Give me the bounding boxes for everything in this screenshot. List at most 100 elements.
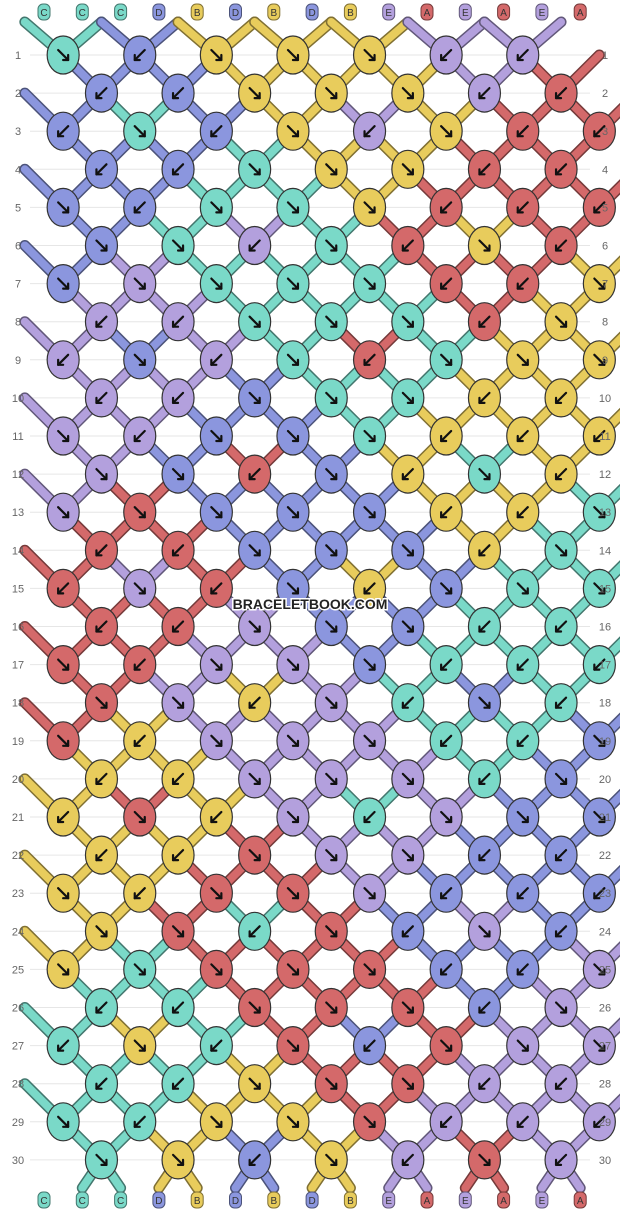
knot — [161, 759, 195, 799]
row-number-left: 3 — [15, 126, 21, 138]
row-number-right: 30 — [599, 1155, 611, 1167]
knot — [238, 835, 272, 875]
arrow-head-icon — [100, 473, 108, 481]
row-number-right: 29 — [599, 1117, 611, 1129]
knot — [582, 264, 616, 304]
string-label-text: B — [347, 8, 354, 19]
knot — [46, 949, 80, 990]
row-number-right: 11 — [599, 431, 610, 443]
arrow-head-icon — [478, 91, 486, 100]
arrow-head-icon — [253, 396, 261, 404]
arrow-down-right-icon — [325, 925, 338, 938]
arrow-down-right-icon — [363, 277, 376, 290]
knot — [391, 683, 425, 723]
arrow-down-right-icon — [57, 277, 70, 290]
row-number-left: 23 — [12, 888, 24, 900]
arrow-down-right-icon — [440, 810, 453, 824]
knot — [123, 416, 157, 456]
arrow-down-right-icon — [133, 1039, 146, 1052]
knot — [467, 606, 502, 647]
arrow-head-icon — [133, 663, 141, 671]
arrow-down-left-icon — [440, 506, 453, 519]
arrow-down-left-icon — [401, 925, 414, 938]
knot — [276, 264, 310, 304]
arrow-head-icon — [171, 625, 180, 633]
arrow-down-right-icon — [363, 887, 376, 900]
knot — [467, 378, 502, 418]
knot — [238, 606, 272, 647]
knot — [506, 873, 540, 913]
row-number-right: 2 — [602, 88, 608, 100]
arrow-down-left-icon — [593, 887, 606, 900]
string-label-chip — [305, 3, 319, 21]
arrow-head-icon — [248, 473, 256, 481]
bottom-string-label: B — [190, 1191, 204, 1209]
arrow-head-icon — [445, 1044, 453, 1052]
arrow-down-right-icon — [286, 734, 300, 747]
arrow-down-left-icon — [478, 1001, 491, 1014]
knot — [123, 797, 157, 837]
bottom-string-label: C — [114, 1191, 128, 1209]
row-number-right: 5 — [602, 202, 608, 214]
arrow-down-right-icon — [325, 696, 338, 709]
arrow-head-icon — [554, 930, 563, 938]
row-number-left: 17 — [12, 660, 24, 672]
arrow-down-right-icon — [286, 1115, 300, 1128]
knot — [123, 492, 157, 532]
arrow-head-icon — [291, 1120, 300, 1128]
top-string-label: C — [75, 3, 89, 21]
knot — [391, 835, 425, 875]
arrow-head-icon — [483, 473, 491, 481]
arrow-down-right-icon — [363, 506, 376, 519]
arrow-down-left-icon — [554, 468, 568, 481]
arrow-head-icon — [171, 853, 180, 862]
row-number-right: 8 — [602, 317, 608, 329]
arrow-head-icon — [291, 511, 300, 519]
bottom-string-label: D — [229, 1191, 242, 1209]
string-label-chip — [75, 1191, 89, 1209]
knot — [276, 416, 310, 456]
knot — [582, 492, 616, 532]
knot — [582, 340, 616, 380]
knot — [506, 721, 540, 761]
arrow-head-icon — [554, 168, 563, 176]
row-number-right: 6 — [602, 241, 608, 253]
arrow-head-icon — [210, 130, 218, 138]
knot — [544, 454, 578, 494]
arrow-down-left-icon — [401, 239, 414, 252]
arrow-down-right-icon — [95, 696, 108, 709]
arrow-down-left-icon — [516, 1115, 529, 1128]
knot — [84, 73, 119, 113]
arrow-head-icon — [138, 358, 146, 366]
arrow-head-icon — [176, 473, 185, 481]
arrow-down-left-icon — [516, 201, 529, 214]
arrow-head-icon — [62, 1120, 70, 1128]
arrow-head-icon — [554, 701, 563, 709]
arrow-down-right-icon — [286, 353, 300, 366]
knot — [276, 949, 310, 990]
arrow-head-icon — [368, 206, 376, 214]
string-label-chip — [37, 3, 51, 21]
arrow-head-icon — [363, 1044, 371, 1052]
arrow-down-left-icon — [440, 429, 453, 443]
arrow-head-icon — [554, 91, 563, 100]
arrow-down-right-icon — [325, 239, 338, 252]
arrow-down-left-icon — [554, 1153, 568, 1167]
arrow-down-left-icon — [171, 86, 185, 100]
top-string-label: C — [37, 3, 51, 21]
arrow-down-right-icon — [248, 620, 261, 633]
arrow-down-right-icon — [57, 201, 70, 214]
arrow-down-right-icon — [57, 1115, 70, 1128]
arrow-down-left-icon — [171, 848, 185, 862]
row-number-left: 14 — [12, 545, 24, 557]
string-label-text: B — [270, 8, 277, 19]
arrow-head-icon — [593, 663, 601, 671]
arrow-head-icon — [100, 244, 108, 252]
arrow-down-right-icon — [248, 1001, 261, 1014]
arrow-down-right-icon — [363, 429, 376, 443]
string-label-chip — [573, 3, 587, 21]
knot — [582, 873, 616, 913]
arrow-head-icon — [95, 320, 103, 328]
arrow-down-right-icon — [478, 925, 491, 938]
